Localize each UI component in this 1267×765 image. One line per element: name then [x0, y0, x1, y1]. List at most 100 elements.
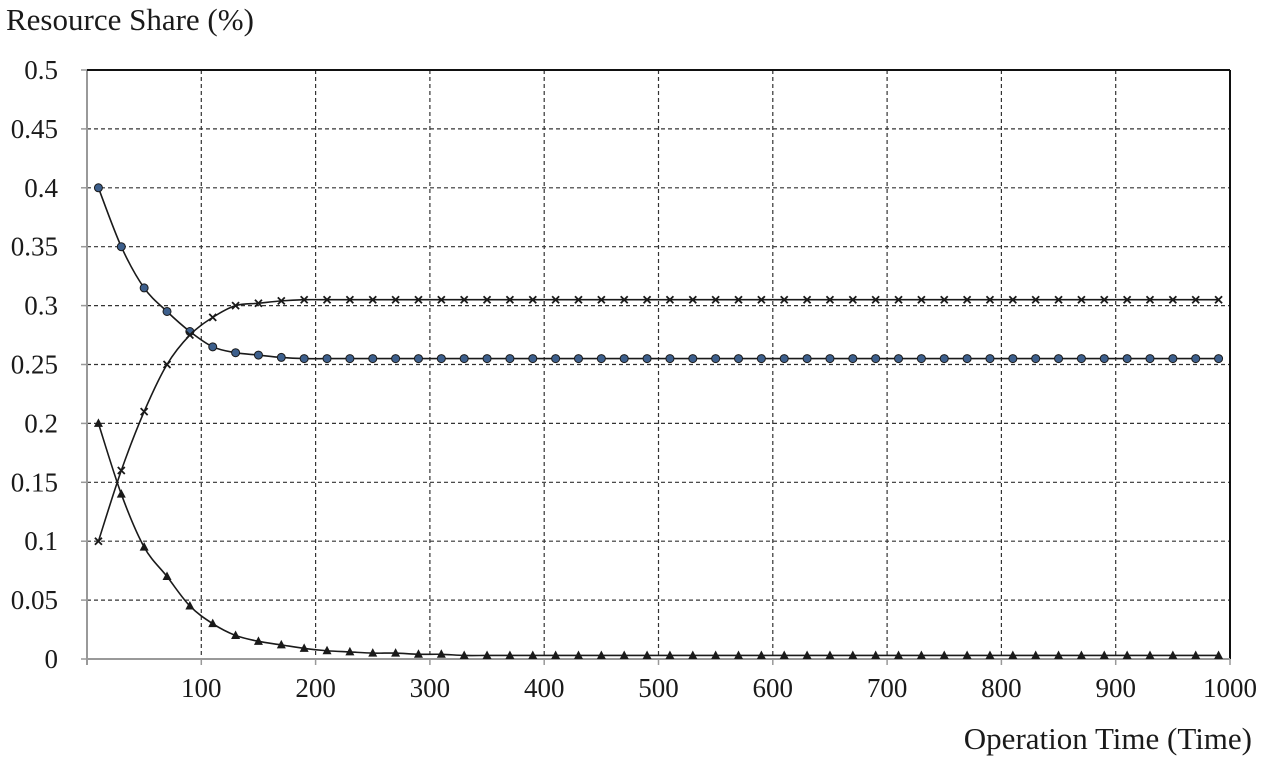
- y-tick-label: 0.1: [24, 526, 58, 556]
- data-point-circle: [459, 354, 469, 364]
- data-point-circle: [299, 354, 309, 364]
- data-point-x: [345, 295, 355, 304]
- data-point-triangle: [436, 649, 446, 658]
- data-point-circle: [962, 354, 972, 364]
- data-point-triangle: [665, 650, 675, 659]
- data-point-triangle: [894, 650, 904, 659]
- data-point-circle: [322, 354, 332, 364]
- data-point-circle: [93, 183, 103, 193]
- data-point-x: [757, 295, 766, 304]
- data-point-triangle: [711, 650, 721, 659]
- x-tick-label: 700: [867, 673, 908, 703]
- data-point-triangle: [1031, 650, 1041, 659]
- data-point-triangle: [985, 650, 995, 659]
- data-point-circle: [436, 354, 446, 364]
- data-point-circle: [1076, 354, 1086, 364]
- data-point-x: [1145, 295, 1155, 304]
- data-point-x: [437, 295, 446, 304]
- y-tick-label: 0.15: [11, 467, 58, 497]
- data-point-circle: [985, 354, 995, 364]
- series-x: [94, 295, 1223, 546]
- data-point-circle: [1054, 354, 1064, 364]
- x-tick-label: 400: [524, 673, 565, 703]
- data-point-circle: [528, 354, 538, 364]
- data-point-x: [322, 295, 332, 304]
- data-point-triangle: [802, 650, 812, 659]
- data-point-triangle: [391, 648, 401, 657]
- series-circle: [93, 183, 1224, 364]
- data-point-x: [1031, 295, 1040, 304]
- data-point-triangle: [322, 645, 332, 655]
- data-point-triangle: [734, 650, 744, 659]
- data-point-triangle: [642, 650, 652, 659]
- data-point-x: [140, 407, 149, 416]
- x-tick-label: 300: [410, 673, 451, 703]
- data-point-triangle: [1122, 650, 1132, 659]
- data-point-triangle: [299, 643, 309, 652]
- data-point-x: [414, 295, 423, 304]
- data-point-x: [391, 295, 400, 304]
- data-point-triangle: [1054, 650, 1064, 659]
- data-point-triangle: [871, 650, 881, 659]
- data-point-circle: [345, 354, 355, 364]
- x-tick-label: 500: [638, 673, 679, 703]
- y-tick-label: 0.4: [24, 173, 58, 203]
- data-point-x: [780, 295, 789, 304]
- data-point-circle: [871, 354, 881, 364]
- data-point-triangle: [1214, 650, 1224, 659]
- data-point-circle: [1122, 354, 1132, 364]
- data-point-circle: [162, 306, 172, 316]
- data-point-triangle: [688, 650, 698, 659]
- data-point-x: [665, 295, 675, 304]
- y-tick-label: 0.3: [24, 291, 58, 321]
- data-point-circle: [619, 354, 629, 364]
- y-tick-label: 0: [45, 644, 59, 674]
- data-point-triangle: [413, 649, 423, 658]
- data-point-triangle: [596, 650, 606, 659]
- data-point-x: [962, 295, 972, 304]
- data-point-circle: [1008, 354, 1018, 364]
- data-point-x: [985, 295, 995, 304]
- data-point-circle: [368, 354, 378, 364]
- data-point-triangle: [619, 650, 629, 659]
- data-point-x: [1008, 295, 1017, 304]
- data-point-circle: [231, 348, 241, 358]
- data-point-x: [94, 537, 103, 546]
- data-point-x: [620, 295, 629, 304]
- data-point-circle: [711, 354, 721, 364]
- data-point-circle: [482, 354, 492, 364]
- data-point-triangle: [825, 650, 835, 659]
- data-point-x: [185, 330, 195, 340]
- data-point-x: [117, 466, 126, 475]
- x-tick-label: 100: [181, 673, 222, 703]
- data-point-circle: [779, 354, 789, 364]
- x-tick-label: 1000: [1203, 673, 1257, 703]
- data-point-x: [162, 360, 172, 369]
- data-point-circle: [1168, 354, 1178, 364]
- data-point-circle: [253, 350, 263, 360]
- data-point-triangle: [505, 650, 515, 659]
- data-point-triangle: [1076, 650, 1086, 659]
- data-point-triangle: [848, 650, 858, 659]
- data-point-x: [231, 301, 240, 310]
- data-point-x: [482, 295, 492, 304]
- data-point-triangle: [93, 418, 103, 427]
- data-point-triangle: [345, 646, 355, 656]
- data-point-x: [940, 295, 949, 304]
- data-point-x: [597, 295, 606, 304]
- data-point-x: [1168, 295, 1177, 304]
- data-point-x: [894, 295, 903, 304]
- data-point-triangle: [1008, 650, 1018, 659]
- data-point-circle: [596, 354, 606, 364]
- data-point-x: [300, 295, 309, 304]
- data-point-triangle: [1191, 650, 1201, 659]
- data-point-circle: [573, 354, 583, 364]
- data-point-x: [551, 295, 560, 304]
- data-point-x: [1122, 295, 1132, 304]
- x-tick-label: 200: [295, 673, 336, 703]
- data-point-x: [1100, 295, 1109, 304]
- series-layer: [93, 183, 1224, 659]
- data-point-triangle: [551, 650, 561, 659]
- data-point-circle: [734, 354, 744, 364]
